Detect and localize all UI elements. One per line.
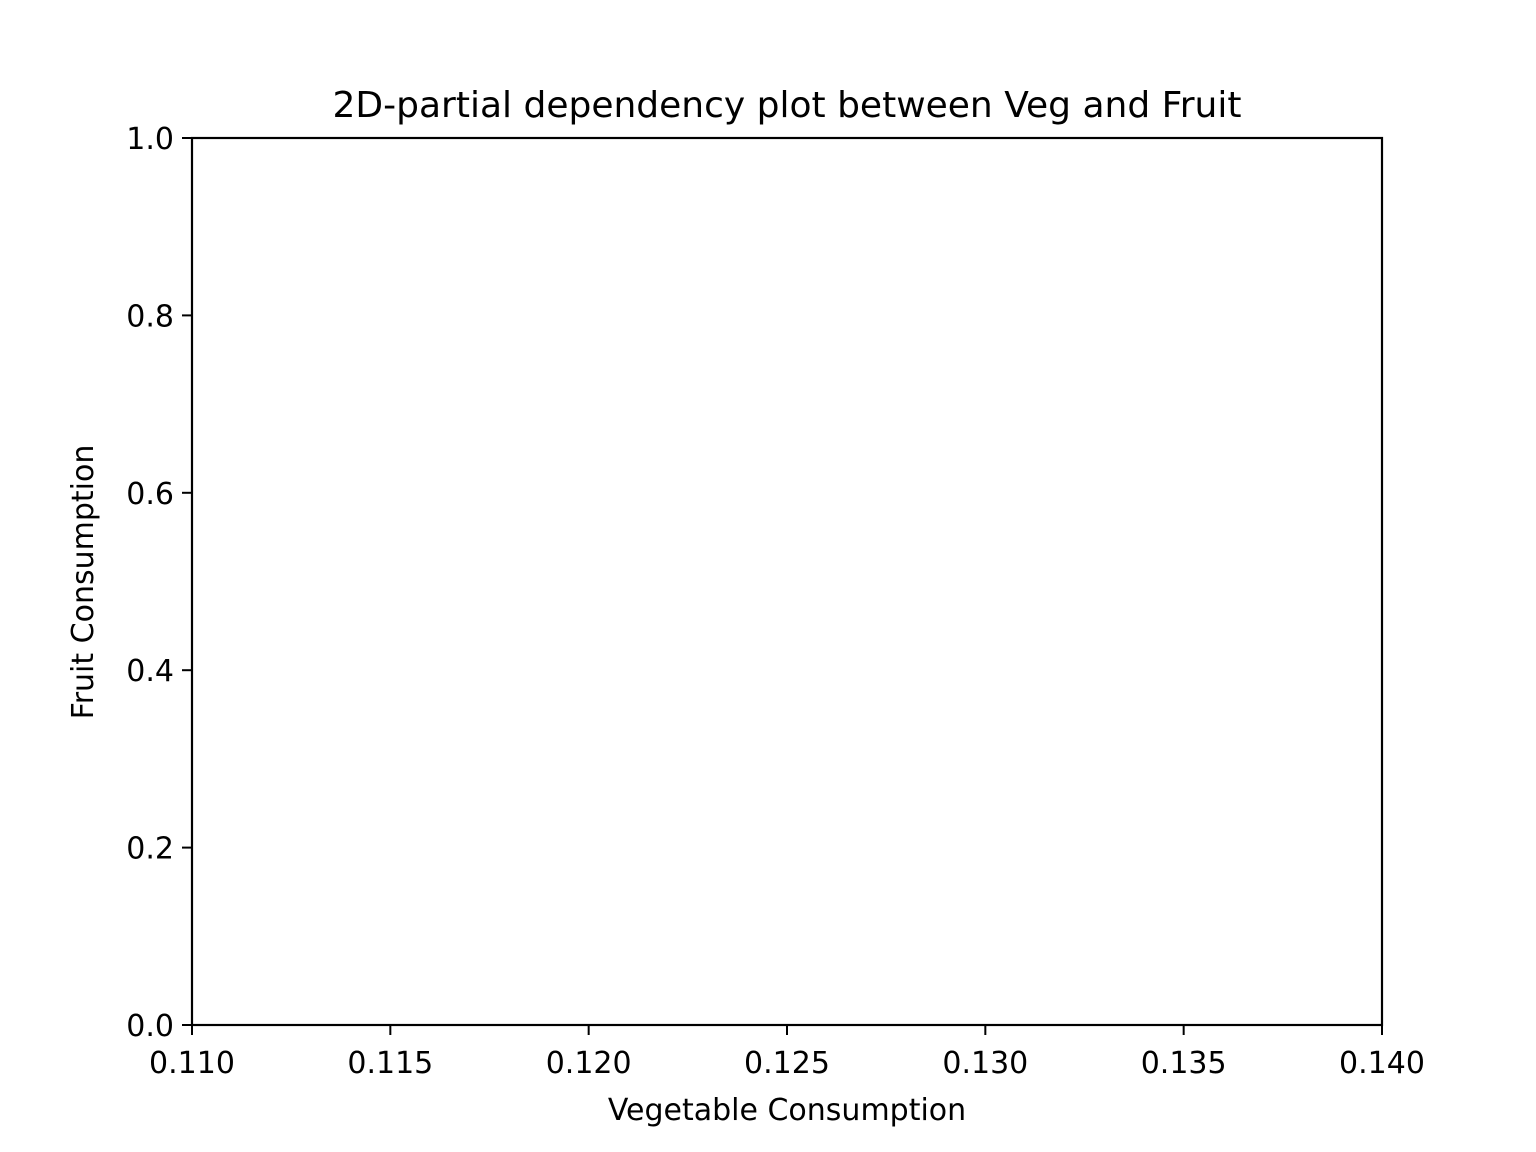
x-tick-label: 0.125 xyxy=(744,1046,830,1081)
x-tick-label: 0.130 xyxy=(942,1046,1028,1081)
x-tick-label: 0.135 xyxy=(1141,1046,1227,1081)
y-tick-label: 0.0 xyxy=(126,1009,174,1044)
plot-area xyxy=(190,136,1384,1027)
x-tick-label: 0.140 xyxy=(1339,1046,1425,1081)
x-axis: 0.110 0.115 0.120 0.125 0.130 0.135 0.140 xyxy=(149,1025,1425,1081)
chart-title: 2D-partial dependency plot between Veg a… xyxy=(333,85,1242,126)
x-axis-label: Vegetable Consumption xyxy=(608,1093,966,1128)
y-axis: 0.0 0.2 0.4 0.6 0.8 1.0 xyxy=(126,122,192,1044)
y-axis-label: Fruit Consumption xyxy=(66,445,101,720)
y-tick-label: 0.2 xyxy=(126,832,174,867)
y-tick-label: 0.8 xyxy=(126,299,174,334)
y-tick-label: 0.4 xyxy=(126,654,174,689)
x-tick-label: 0.115 xyxy=(347,1046,433,1081)
y-tick-label: 0.6 xyxy=(126,477,174,512)
x-tick-label: 0.120 xyxy=(546,1046,632,1081)
y-tick-label: 1.0 xyxy=(126,122,174,157)
x-tick-label: 0.110 xyxy=(149,1046,235,1081)
